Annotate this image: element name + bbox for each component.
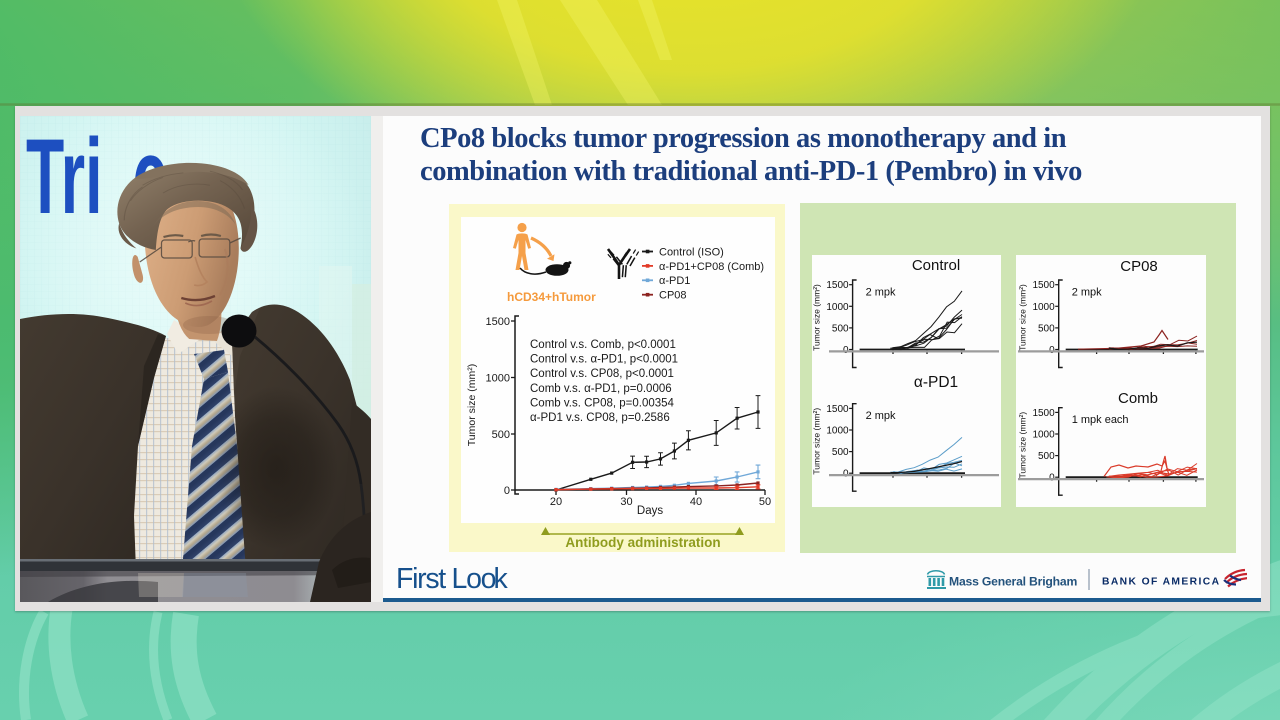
svg-text:40: 40 bbox=[690, 496, 702, 508]
svg-text:Tumor size (mm²): Tumor size (mm²) bbox=[1018, 412, 1028, 479]
svg-text:1500: 1500 bbox=[1032, 408, 1055, 419]
svg-text:α-PD1+CP08 (Comb): α-PD1+CP08 (Comb) bbox=[659, 261, 764, 273]
svg-text:CP08: CP08 bbox=[1120, 258, 1158, 275]
svg-text:500: 500 bbox=[492, 429, 510, 441]
svg-text:Tumor size (mm²): Tumor size (mm²) bbox=[1018, 284, 1028, 351]
svg-text:Control v.s. CP08, p<0.0001: Control v.s. CP08, p<0.0001 bbox=[530, 368, 674, 380]
svg-text:CP08: CP08 bbox=[659, 290, 687, 302]
svg-text:20: 20 bbox=[550, 496, 562, 508]
svg-text:1000: 1000 bbox=[826, 426, 849, 437]
svg-text:Tumor size (mm²): Tumor size (mm²) bbox=[812, 408, 822, 475]
svg-text:50: 50 bbox=[759, 496, 771, 508]
svg-text:500: 500 bbox=[832, 447, 849, 458]
svg-text:1500: 1500 bbox=[826, 280, 849, 291]
svg-text:Comb v.s. α-PD1, p=0.0006: Comb v.s. α-PD1, p=0.0006 bbox=[530, 383, 672, 395]
svg-text:α-PD1 v.s. CP08, p=0.2586: α-PD1 v.s. CP08, p=0.2586 bbox=[530, 412, 670, 424]
svg-text:2 mpk: 2 mpk bbox=[866, 410, 896, 422]
svg-text:Tumor size (mm²): Tumor size (mm²) bbox=[812, 284, 822, 351]
svg-text:1000: 1000 bbox=[486, 372, 510, 384]
svg-text:Control v.s. Comb, p<0.0001: Control v.s. Comb, p<0.0001 bbox=[530, 339, 676, 351]
svg-text:BANK OF AMERICA: BANK OF AMERICA bbox=[1102, 577, 1220, 588]
svg-text:1 mpk each: 1 mpk each bbox=[1072, 414, 1129, 426]
svg-text:1500: 1500 bbox=[1032, 280, 1055, 291]
svg-text:Days: Days bbox=[637, 505, 663, 517]
svg-text:α-PD1: α-PD1 bbox=[914, 374, 958, 391]
svg-text:Comb: Comb bbox=[1118, 390, 1158, 407]
svg-text:Control v.s. α-PD1, p<0.0001: Control v.s. α-PD1, p<0.0001 bbox=[530, 354, 678, 366]
svg-text:Tri: Tri bbox=[26, 117, 103, 237]
svg-text:1500: 1500 bbox=[486, 316, 510, 328]
svg-text:α-PD1: α-PD1 bbox=[659, 275, 690, 287]
svg-text:Antibody administration: Antibody administration bbox=[565, 535, 720, 550]
svg-text:1000: 1000 bbox=[1032, 430, 1055, 441]
svg-text:Control: Control bbox=[912, 257, 960, 274]
svg-text:30: 30 bbox=[620, 496, 632, 508]
svg-text:1000: 1000 bbox=[826, 302, 849, 313]
svg-text:hCD34+hTumor: hCD34+hTumor bbox=[507, 290, 596, 304]
svg-text:500: 500 bbox=[1038, 451, 1055, 462]
svg-text:0: 0 bbox=[504, 485, 510, 497]
svg-text:Comb v.s. CP08, p=0.00354: Comb v.s. CP08, p=0.00354 bbox=[530, 397, 675, 409]
svg-text:500: 500 bbox=[1038, 323, 1055, 334]
svg-text:Control (ISO): Control (ISO) bbox=[659, 246, 724, 258]
svg-text:1000: 1000 bbox=[1032, 302, 1055, 313]
svg-text:1500: 1500 bbox=[826, 404, 849, 415]
svg-text:2 mpk: 2 mpk bbox=[866, 287, 896, 299]
svg-text:Tumor size (mm²): Tumor size (mm²) bbox=[466, 364, 478, 446]
svg-text:500: 500 bbox=[832, 323, 849, 334]
svg-text:2 mpk: 2 mpk bbox=[1072, 287, 1102, 299]
svg-text:Mass General Brigham: Mass General Brigham bbox=[949, 575, 1077, 589]
